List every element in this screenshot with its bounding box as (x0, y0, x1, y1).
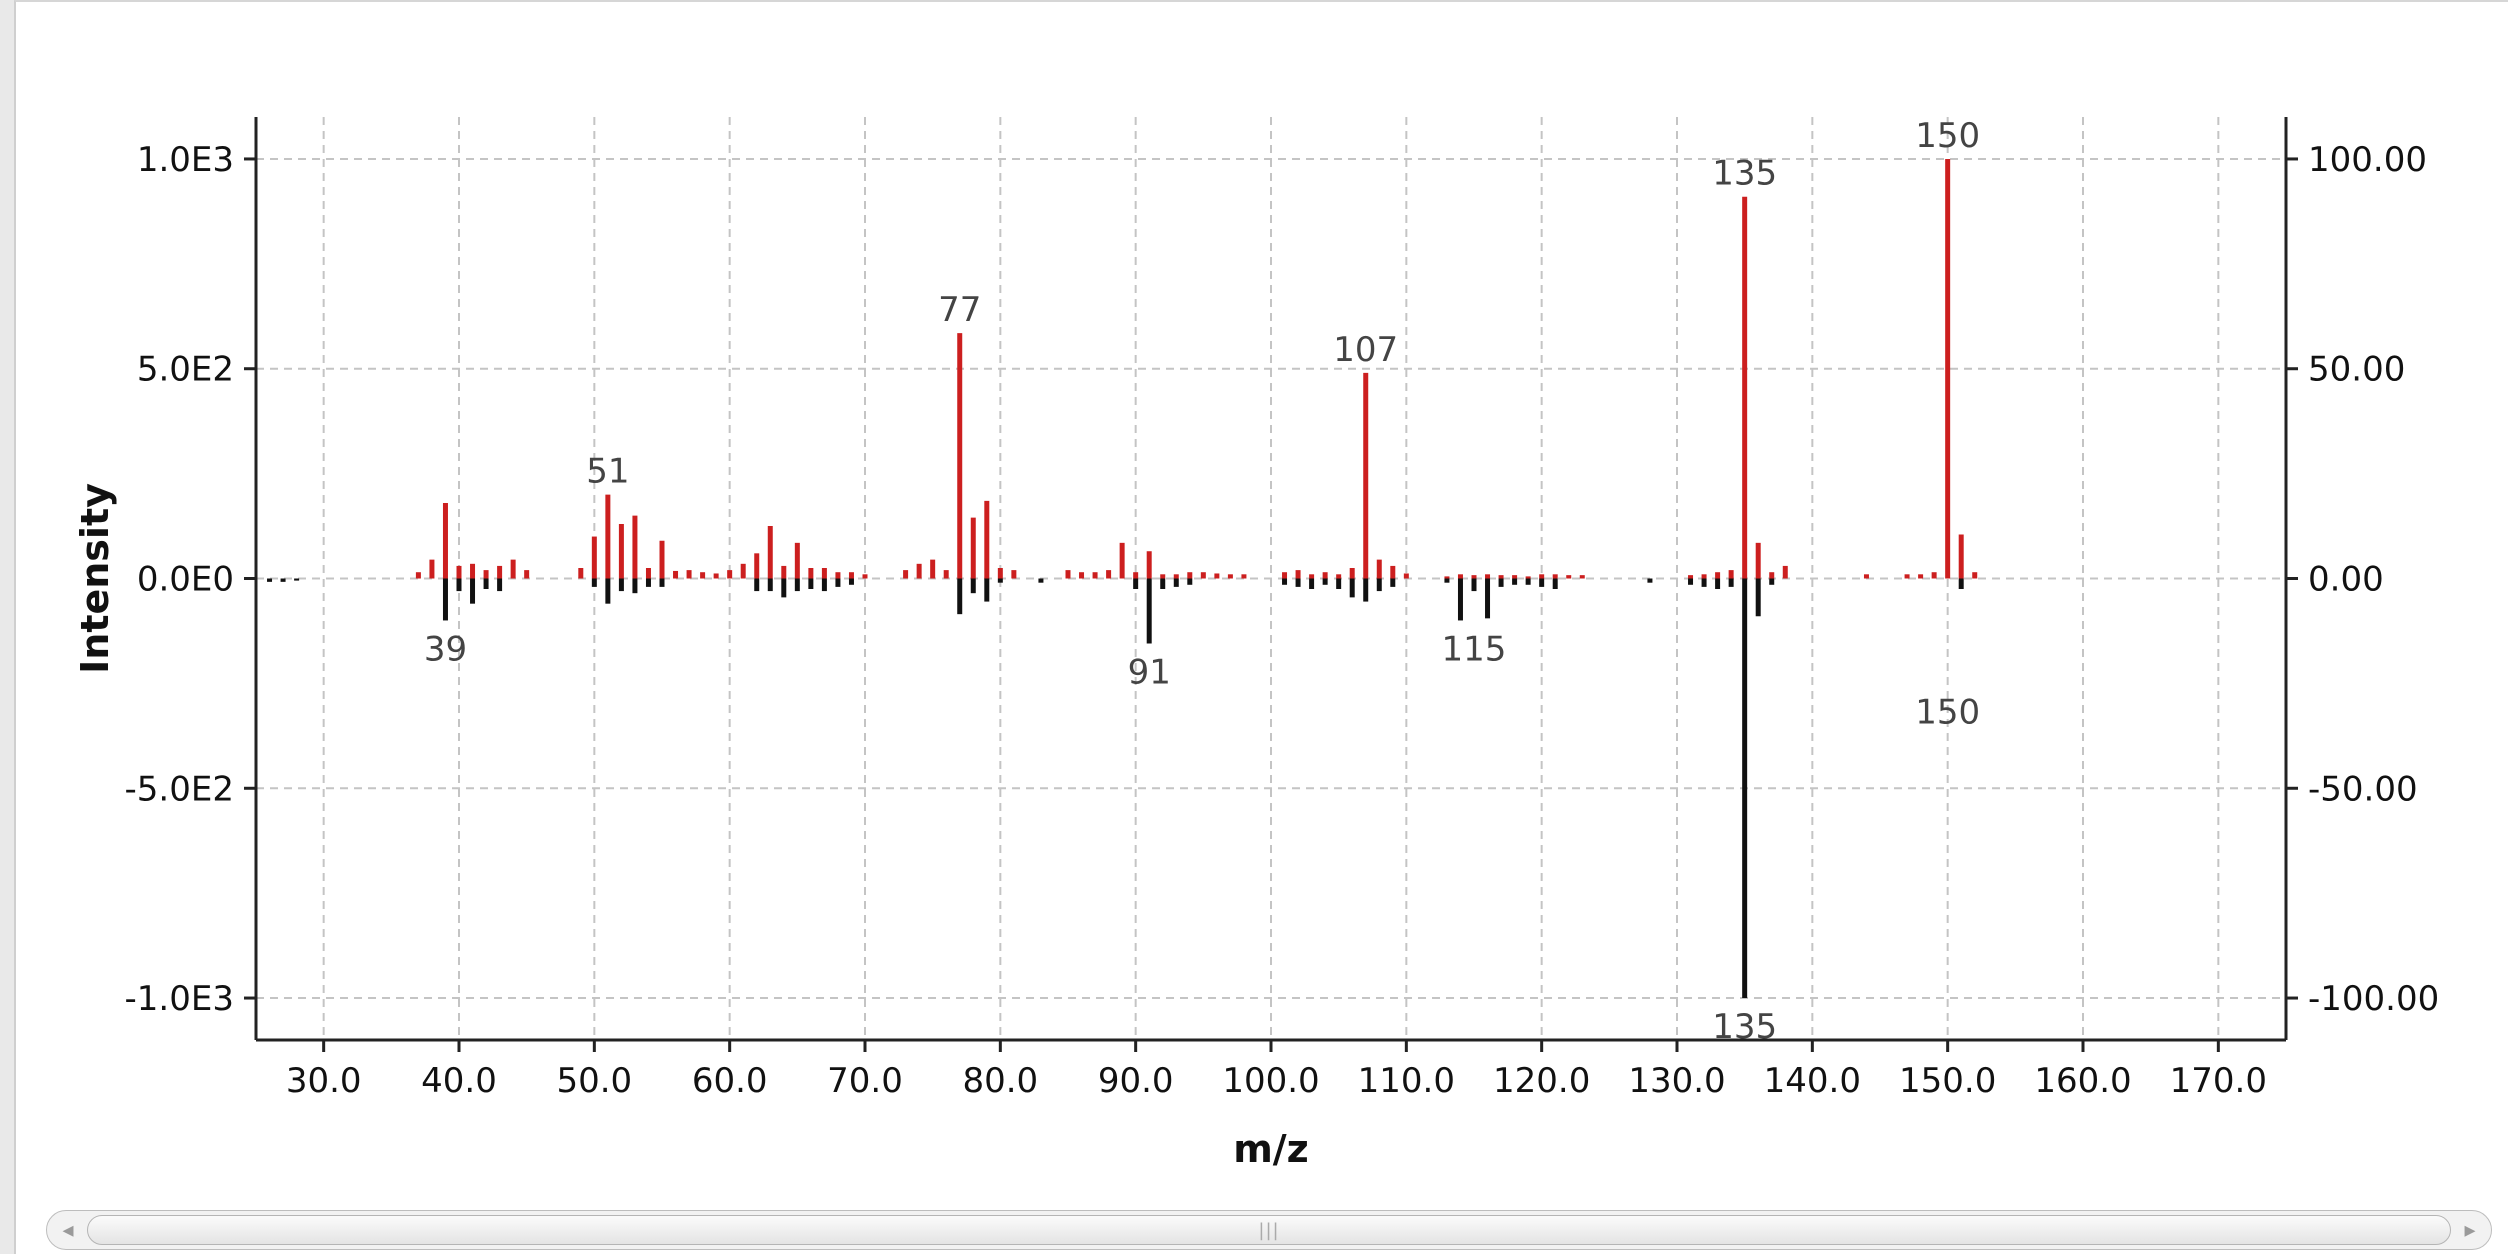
y-axis-title: Intensity (73, 483, 117, 674)
right-y-tick-label: 0.00 (2308, 560, 2384, 600)
peak-label: 115 (1442, 629, 1507, 669)
x-tick-label: 30.0 (286, 1061, 362, 1101)
peak-label: 39 (424, 629, 467, 669)
left-y-tick-label: 0.0E0 (137, 560, 234, 600)
left-y-tick-label: -1.0E3 (125, 979, 234, 1019)
chevron-right-icon[interactable]: ▸ (2464, 1217, 2476, 1243)
right-y-tick-label: 100.00 (2308, 140, 2427, 180)
grip-icon: ||| (1258, 1219, 1280, 1241)
grid-lines (256, 117, 2286, 1040)
x-tick-label: 80.0 (962, 1061, 1038, 1101)
x-tick-label: 160.0 (2034, 1061, 2131, 1101)
x-tick-label: 150.0 (1899, 1061, 1996, 1101)
peak-label: 135 (1712, 1007, 1777, 1047)
x-tick-label: 40.0 (421, 1061, 497, 1101)
peak-label: 150 (1915, 116, 1980, 156)
scrollbar-thumb[interactable]: ||| (87, 1215, 2451, 1245)
x-tick-label: 70.0 (827, 1061, 903, 1101)
x-tick-label: 100.0 (1222, 1061, 1319, 1101)
x-axis-title: m/z (1233, 1127, 1309, 1171)
spectrum-bars (267, 158, 1978, 999)
peak-label: 150 (1915, 692, 1980, 732)
axes: 30.0 40.0 50.0 60.0 70.0 80.0 90.0 100.0 110.0 12… (125, 117, 2439, 1101)
peak-label: 91 (1128, 653, 1171, 693)
x-tick-label: 110.0 (1358, 1061, 1455, 1101)
chevron-left-icon[interactable]: ◂ (62, 1217, 74, 1243)
x-tick-label: 140.0 (1764, 1061, 1861, 1101)
chart-panel: 30.0 40.0 50.0 60.0 70.0 80.0 90.0 100.0 110.0 12… (14, 0, 2508, 1254)
peak-labels: 150 135 77 107 51 39 91 115 150 135 (424, 116, 1980, 1047)
x-tick-label: 50.0 (556, 1061, 632, 1101)
left-y-tick-label: 5.0E2 (137, 350, 234, 390)
x-tick-label: 90.0 (1098, 1061, 1174, 1101)
left-y-tick-label: 1.0E3 (137, 140, 234, 180)
x-tick-label: 60.0 (692, 1061, 768, 1101)
x-tick-label: 130.0 (1628, 1061, 1725, 1101)
left-y-tick-label: -5.0E2 (125, 769, 234, 809)
x-tick-label: 120.0 (1493, 1061, 1590, 1101)
spectrum-chart: 30.0 40.0 50.0 60.0 70.0 80.0 90.0 100.0 110.0 12… (73, 116, 2439, 1171)
right-y-tick-label: -50.00 (2308, 769, 2418, 809)
peak-label: 135 (1712, 154, 1777, 194)
peak-label: 51 (586, 452, 629, 492)
x-tick-label: 170.0 (2170, 1061, 2267, 1101)
peak-label: 107 (1333, 330, 1398, 370)
horizontal-scrollbar[interactable]: ◂ ||| ▸ (46, 1210, 2492, 1250)
right-y-tick-label: 50.00 (2308, 350, 2405, 390)
right-y-tick-label: -100.00 (2308, 979, 2439, 1019)
peak-label: 77 (938, 290, 981, 330)
